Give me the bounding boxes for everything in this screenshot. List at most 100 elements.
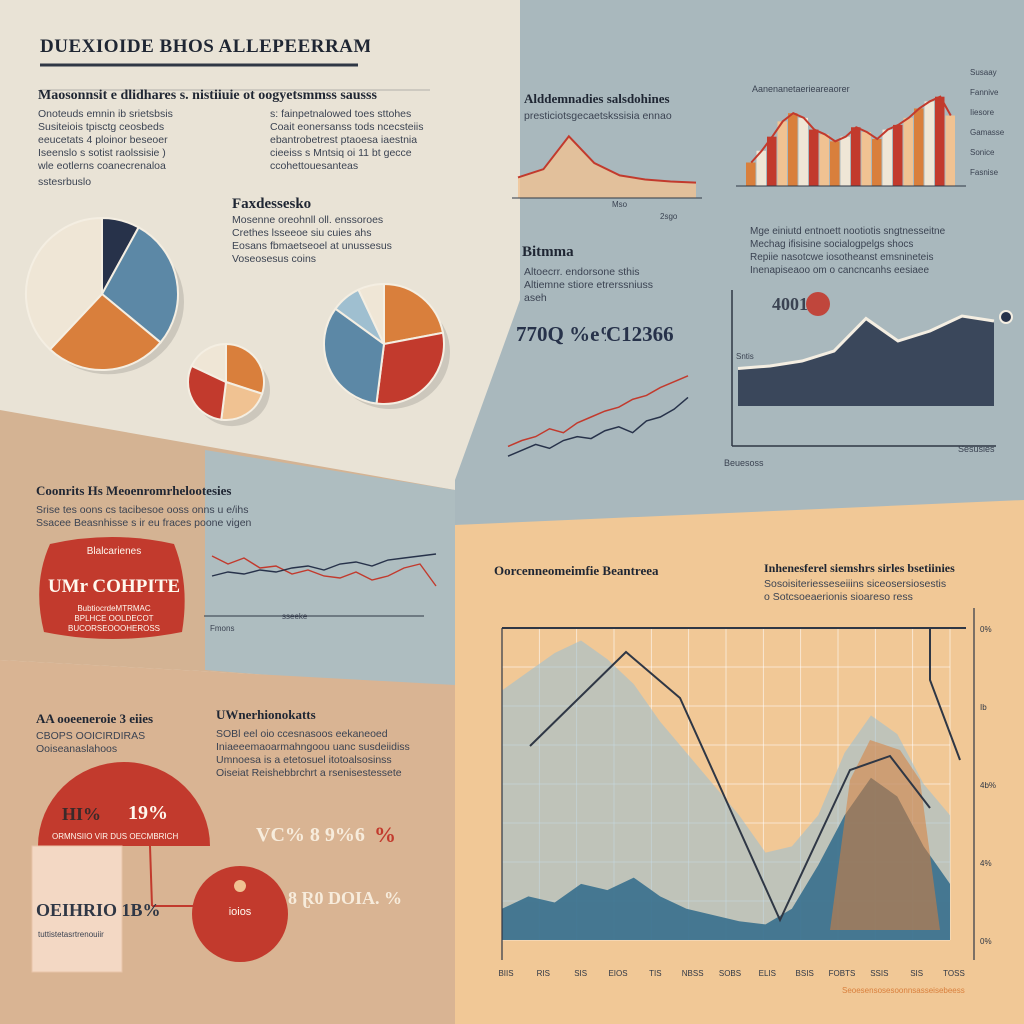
line-area <box>518 136 696 198</box>
overlay-line <box>529 650 931 923</box>
pie-slice <box>357 282 385 345</box>
half-circle-stat <box>38 762 210 846</box>
pie-slice <box>100 226 179 344</box>
axis-label-a: Mso <box>612 200 628 209</box>
pie-slice <box>383 282 445 346</box>
x-tick-label: TIS <box>649 969 661 978</box>
bar <box>788 113 798 186</box>
pie-chart-small <box>187 342 270 427</box>
small-stat: 8 Ɽ0 DOIA. % <box>288 888 403 908</box>
body-line: ebantrobetrest ptaoesa iaestnia <box>270 134 418 146</box>
bottom-left-shapes <box>31 762 288 973</box>
right-block-text: Mge einiutd entnoett nootiotis sngtnesse… <box>750 226 1000 278</box>
series-line <box>211 555 437 587</box>
y-tick-label: 0% <box>980 625 992 634</box>
body-line: Coait eonersanss tods ncecsteiis <box>270 121 424 133</box>
br-line: Sosoisiteriesseseiiins siceosersiosestis <box>764 578 947 590</box>
y-tick-label: Ib <box>980 703 987 712</box>
bl-line: Iniaeeemaoarmahngoou uanc susdeiidiss <box>216 741 410 753</box>
stat-a: 770Q %e% <box>516 322 606 346</box>
mid-chart-tick-a: Fmons <box>210 624 235 633</box>
pie-slice <box>225 342 265 396</box>
right-foot-b: Sesusies <box>958 444 995 454</box>
x-axis-caption: Seoesensosesoonnsasseisebeess <box>842 986 965 995</box>
bl-line: SOBl eel oio ccesnasoos eekaneoed <box>216 728 388 740</box>
series-line <box>737 314 995 370</box>
badge-dot <box>806 292 830 316</box>
badge-title: Blalcarienes <box>86 546 142 557</box>
body-line: ccohettouesanteas <box>270 160 359 172</box>
bar <box>861 131 871 186</box>
series-line <box>507 375 689 448</box>
bar <box>809 129 819 186</box>
x-tick-label: EIOS <box>608 969 627 978</box>
top-left-body-right: s: fainpetnalowed toes sttohes Coait eon… <box>270 108 460 173</box>
badge-line: BPLHCE OOLDECOT <box>74 614 154 623</box>
bar <box>819 134 829 186</box>
mid-stat: VC% 8 9%6 <box>256 824 365 846</box>
badge-line: BubtiocrdeMTRMAC <box>77 604 151 613</box>
x-tick-label: SSIS <box>870 969 888 978</box>
x-tick-label: BSIS <box>796 969 814 978</box>
body-line: cieeiss s Mntsiq oi 11 bt gecce <box>270 147 412 159</box>
top-left-heading: Maosonnsit e dlidhares s. nistiiuie ot o… <box>38 88 377 103</box>
stats-line: Altiemne stiore etrerssniuss <box>524 279 653 291</box>
bl-line: Oiseiat Reishebbrchrt a rsenisestessete <box>216 767 402 779</box>
pies-line: Eosans fbmaetseoel at unussesus <box>232 240 392 252</box>
body-line: wle eotlerns coanecrenaloa <box>38 160 166 172</box>
stat-b: C12366 <box>606 322 674 346</box>
body-line: Iseenslo s sotist raolssisie ) <box>38 147 166 159</box>
area-highlight <box>830 740 940 930</box>
x-tick-label: NBSS <box>682 969 704 978</box>
mid-pct: % <box>374 822 396 847</box>
small-circle-text: ioios <box>228 906 252 918</box>
side-label: Fannive <box>970 88 999 97</box>
small-circle-dot <box>234 880 246 892</box>
series-line <box>507 396 689 457</box>
bar <box>935 96 945 186</box>
panel-mid-left-blue-bg <box>205 450 455 690</box>
side-label: Fasnise <box>970 168 999 177</box>
right-line: Mge einiutd entnoett nootiotis sngtnesse… <box>750 226 946 237</box>
pies-heading: Faxdessesko <box>232 196 312 212</box>
stats-line: Altoecrr. endorsone sthis <box>524 266 640 278</box>
mid-line: Srise tes oons cs tacibesoe ooss onns u … <box>36 504 249 516</box>
axis-label-b: 2sgo <box>660 212 678 221</box>
area-chart-mountain <box>731 290 1013 447</box>
drop-line <box>929 628 961 761</box>
mid-line: Ssacee Beasnhisse s ir eu fraces poone v… <box>36 517 252 529</box>
bar <box>882 129 892 186</box>
bottom-left-heading-b: UWnerhionokatts <box>216 708 316 722</box>
pie-slice <box>190 342 227 384</box>
pie-slice <box>375 331 445 405</box>
right-line: Repiie nasotcwe iosotheanst emsnineteis <box>750 252 934 263</box>
bottom-right-heading-left: Oorcenneomeimfie Beantreea <box>494 564 659 578</box>
bar <box>872 139 882 186</box>
x-tick-label: BIIS <box>498 969 513 978</box>
body-line: s: fainpetnalowed toes sttohes <box>270 108 412 120</box>
bottom-left-lines-a: CBOPS OOICIRDIRAS Ooiseanaslahoos <box>36 730 196 756</box>
top-left-body-left: Onoteuds emnin ib srietsbsis Susiteiois … <box>38 108 238 173</box>
y-tick-label: 4b% <box>980 781 996 790</box>
side-label: Iiesore <box>970 108 995 117</box>
badge-lines: BubtiocrdeMTRMAC BPLHCE OOLDECOT BUCORSE… <box>48 604 180 634</box>
bar-chart-heading: Aanenanetaerieareaorer <box>752 84 850 94</box>
bar <box>893 124 903 186</box>
pie-slice <box>25 216 103 351</box>
y-tick-label: 4% <box>980 859 992 868</box>
bar <box>798 117 808 186</box>
bar-trend-line <box>750 95 952 164</box>
bottom-left-heading-a: AA ooeeneroie 3 eiies <box>36 712 154 726</box>
y-tick-label: 0% <box>980 937 992 946</box>
mid-left-heading: Coonrits Hs Meoenromrhelootesies <box>36 484 232 498</box>
bar <box>903 117 913 186</box>
x-tick-label: RIS <box>537 969 550 978</box>
bar <box>914 108 924 186</box>
pie-slice <box>187 364 228 421</box>
mid-left-lines: Srise tes oons cs tacibesoe ooss onns u … <box>36 504 286 530</box>
bar <box>840 136 850 186</box>
x-tick-label: TOSS <box>943 969 965 978</box>
connector-line <box>149 845 153 907</box>
pie-slice <box>323 307 386 405</box>
